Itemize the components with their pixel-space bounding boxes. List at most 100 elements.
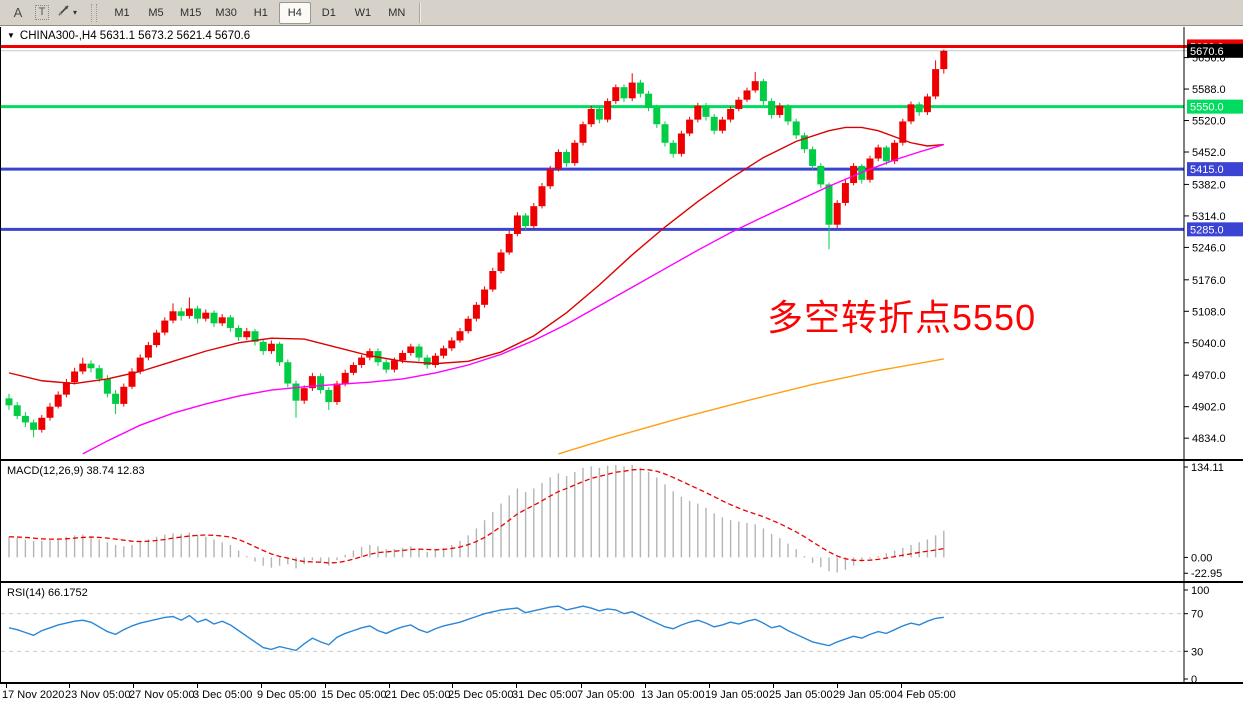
date-tick [837, 684, 838, 688]
timeframe-button-d1[interactable]: D1 [321, 6, 336, 19]
macd-chart[interactable]: 134.11 0.00 -22.95 [1, 461, 1243, 581]
candle-body [210, 312, 218, 324]
candle-body [431, 355, 439, 366]
candle-body [546, 169, 554, 187]
timeframe-button-group: M1 M5 M15 M30 H1 H4 D1 W1 MN [105, 1, 414, 24]
rsi-chart[interactable]: 100 70 30 0 [1, 583, 1243, 682]
candle-body [809, 149, 817, 166]
candle-body [251, 331, 259, 342]
candle-body [38, 417, 46, 430]
candle-body [46, 406, 54, 418]
macd-tick-label: -22.95 [1191, 568, 1222, 580]
timeframe-button-h4[interactable]: H4 [278, 1, 311, 24]
rsi-label: RSI(14) 66.1752 [7, 587, 88, 599]
candle-body [620, 87, 628, 99]
candle-body [677, 133, 685, 154]
rsi-panel[interactable]: 100 70 30 0 RSI(14) 66.1752 [0, 582, 1243, 684]
symbol-ohlc-text: CHINA300-,H4 5631.1 5673.2 5621.4 5670.6 [19, 30, 251, 42]
candle-body [891, 142, 899, 162]
macd-label: MACD(12,26,9) 38.74 12.83 [7, 465, 145, 477]
candle-body [161, 320, 169, 333]
candlestick-chart[interactable]: 5656.05588.05520.05452.05382.05314.05246… [1, 27, 1243, 459]
chart-title: ▼ CHINA300-,H4 5631.1 5673.2 5621.4 5670.… [7, 30, 250, 42]
macd-panel[interactable]: 134.11 0.00 -22.95 MACD(12,26,9) 38.74 12.… [0, 460, 1243, 582]
candle-body [727, 108, 735, 120]
candle-body [538, 186, 546, 207]
candle-body [54, 394, 62, 407]
timeframe-button-m15[interactable]: M15 [180, 6, 202, 19]
price-chart-panel[interactable]: 5656.0 5588.0 5520.0 5452.0 5382.0 5314.0 5246… [0, 27, 1243, 460]
candle-body [907, 104, 915, 122]
candle-body [235, 327, 243, 338]
date-tick [645, 684, 646, 688]
candle-body [440, 348, 448, 356]
candle-body [776, 105, 784, 115]
candle-body [513, 215, 521, 234]
candle-body [505, 233, 513, 253]
candle-body [382, 362, 390, 370]
text-box-tool-button[interactable]: T [31, 2, 53, 24]
candle-body [768, 101, 776, 115]
price-tick-label: 5520.0 [1192, 116, 1226, 128]
timeframe-button-m30[interactable]: M30 [215, 6, 237, 19]
date-tick [901, 684, 902, 688]
timeframe-button-h1[interactable]: H1 [253, 6, 268, 19]
date-label: 3 Dec 05:00 [193, 689, 253, 701]
text-annotation-tool-button[interactable]: A [7, 2, 29, 24]
candle-body [243, 331, 251, 338]
candle-body [554, 152, 562, 170]
candle-body [940, 50, 948, 70]
candle-body [120, 386, 128, 404]
cursor-arrows-tool-button[interactable]: ▾ [55, 2, 78, 24]
price-tick-label: 4834.0 [1192, 433, 1226, 445]
timeframe-button-w1[interactable]: W1 [354, 6, 372, 19]
candle-body [653, 107, 661, 125]
candle-body [661, 124, 669, 143]
candle-body [71, 371, 79, 383]
candle-body [464, 318, 472, 332]
chart-annotation[interactable]: 多空转折点5550 [767, 297, 1037, 338]
candle-body [636, 82, 644, 94]
timeframe-button-m1[interactable]: M1 [114, 6, 130, 19]
candle-body [259, 341, 267, 352]
candle-body [841, 183, 849, 203]
candle-body [456, 331, 464, 341]
date-axis[interactable]: 17 Nov 2020 23 Nov 05:00 27 Nov 05:00 3 Dec… [0, 684, 1243, 708]
date-tick [325, 684, 326, 688]
date-tick [581, 684, 582, 688]
price-badge-5670.6 [1187, 43, 1243, 58]
candle-body [349, 365, 357, 373]
candle-body [226, 317, 234, 328]
candle-body [448, 340, 456, 349]
timeframe-button-mn[interactable]: MN [388, 6, 406, 19]
candle-body [899, 121, 907, 143]
letter-a-icon: A [13, 5, 23, 20]
candle-body [95, 368, 103, 379]
candle-body [87, 363, 95, 369]
date-tick [133, 684, 134, 688]
ma-fast-red [8, 126, 944, 385]
date-tick [773, 684, 774, 688]
price-tick-label: 5452.0 [1192, 147, 1226, 159]
candle-body [366, 351, 374, 358]
candle-body [587, 108, 595, 125]
candle-body [153, 332, 161, 346]
candle-body [317, 376, 325, 391]
date-tick [261, 684, 262, 688]
date-label: 25 Jan 05:00 [769, 689, 833, 701]
diagonal-arrows-icon [56, 4, 71, 21]
candle-body [169, 311, 177, 321]
candle-body [686, 119, 694, 134]
toolbar-grip[interactable] [91, 3, 98, 22]
price-tick-label: 5176.0 [1192, 275, 1226, 287]
candle-body [415, 346, 423, 358]
date-tick [69, 684, 70, 688]
candle-body [202, 312, 210, 319]
candle-body [743, 90, 751, 100]
price-tick-label: 5040.0 [1192, 338, 1226, 350]
candle-body [792, 121, 800, 136]
date-label: 31 Dec 05:00 [512, 689, 578, 701]
timeframe-button-m5[interactable]: M5 [148, 6, 164, 19]
date-tick [389, 684, 390, 688]
candle-body [341, 372, 349, 384]
